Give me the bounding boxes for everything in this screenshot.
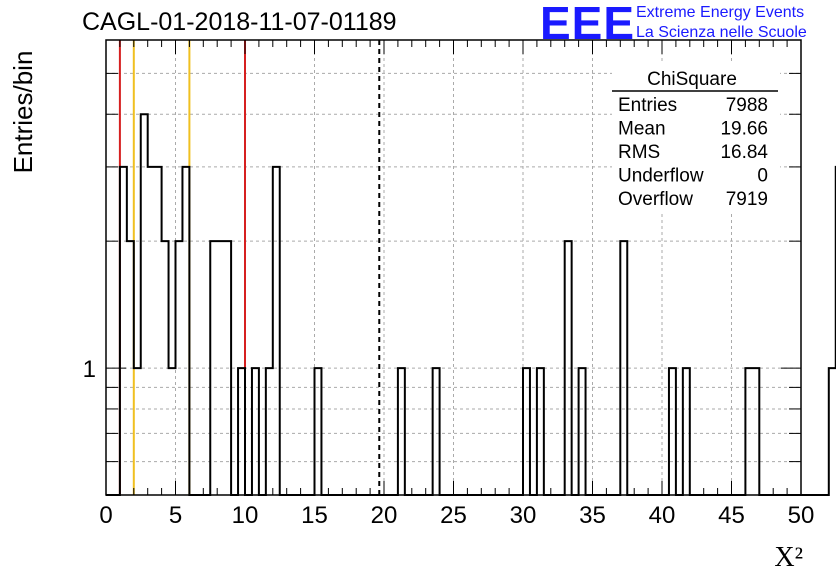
stats-name: ChiSquare: [647, 69, 737, 90]
x-tick-label: 25: [440, 502, 467, 529]
x-tick-label: 5: [169, 502, 182, 529]
histogram-line: [106, 113, 836, 496]
x-tick-label: 50: [788, 502, 815, 529]
stats-value: 7988: [726, 95, 768, 116]
stats-box-bg: [612, 62, 780, 212]
y-tick-label: 1: [83, 356, 96, 383]
x-tick-label: 35: [579, 502, 606, 529]
x-axis-label: X²: [774, 542, 803, 572]
x-tick-label: 40: [649, 502, 676, 529]
chart-title: CAGL-01-2018-11-07-01189: [82, 8, 397, 36]
logo-eee-text: EEE: [540, 0, 636, 49]
x-tick-label: 15: [301, 502, 328, 529]
stats-value: 7919: [726, 189, 768, 210]
eee-logo: EEE Extreme Energy Events La Scienza nel…: [540, 0, 832, 49]
x-tick-label: 10: [232, 502, 259, 529]
logo-line-2: La Scienza nelle Scuole: [636, 24, 807, 41]
y-axis-label: Entries/bin: [8, 51, 38, 174]
stats-value: 0: [757, 166, 768, 187]
stats-value: 19.66: [720, 119, 768, 140]
marker-lines: [118, 40, 381, 495]
stats-value: 16.84: [720, 142, 768, 163]
x-tick-label: 20: [371, 502, 398, 529]
axes: 0 5 10 15 20 25 30 35 40 45 50 1: [83, 39, 815, 529]
stats-label: Mean: [618, 119, 666, 140]
x-tick-label: 45: [718, 502, 745, 529]
stats-label: Overflow: [618, 189, 693, 210]
stats-label: RMS: [618, 142, 660, 163]
x-tick-label: 30: [510, 502, 537, 529]
logo-line-1: Extreme Energy Events: [636, 4, 805, 21]
stats-label: Underflow: [618, 166, 704, 187]
stats-box: ChiSquare Entries 7988 Mean 19.66 RMS 16.84 Und…: [612, 62, 780, 212]
x-tick-label: 0: [99, 502, 112, 529]
stats-label: Entries: [618, 95, 677, 116]
